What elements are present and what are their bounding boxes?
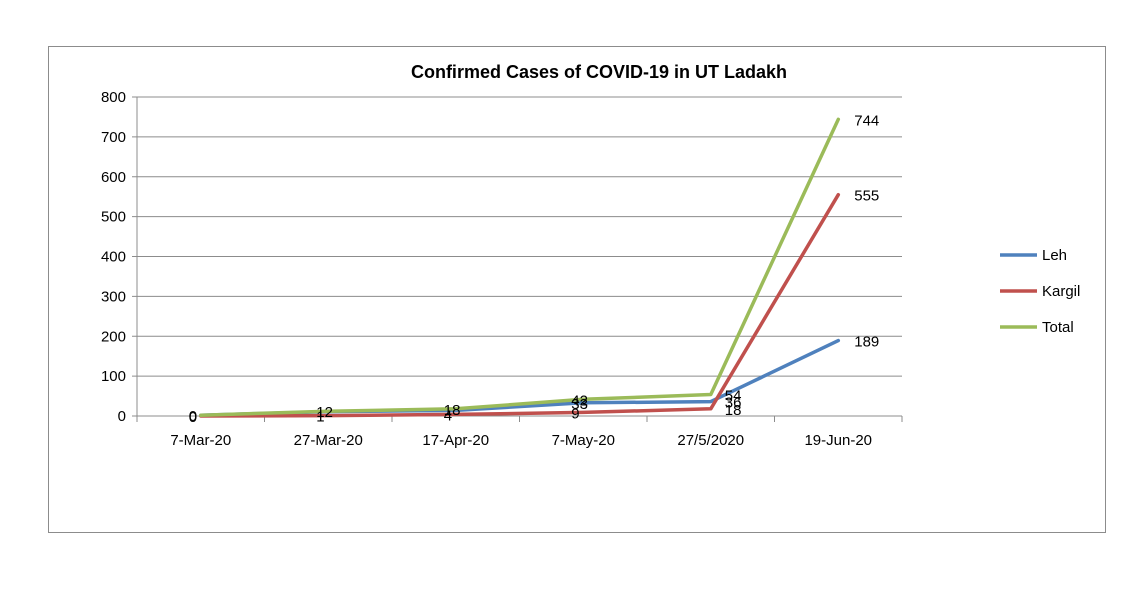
data-label: 33 bbox=[571, 396, 588, 413]
data-label: 12 bbox=[316, 404, 333, 421]
y-tick-label: 200 bbox=[101, 328, 126, 345]
data-label: 0 bbox=[189, 408, 197, 425]
chart-frame: Confirmed Cases of COVID-19 in UT Ladakh… bbox=[48, 46, 1106, 533]
data-label: 189 bbox=[854, 334, 879, 351]
y-tick-label: 100 bbox=[101, 368, 126, 385]
data-label: 42 bbox=[571, 392, 588, 409]
legend-label-total: Total bbox=[1042, 319, 1074, 336]
x-tick-label: 27/5/2020 bbox=[677, 432, 744, 449]
y-tick-label: 800 bbox=[101, 89, 126, 106]
data-label: 54 bbox=[725, 387, 742, 404]
line-chart: Confirmed Cases of COVID-19 in UT Ladakh… bbox=[101, 62, 1080, 449]
y-tick-label: 500 bbox=[101, 209, 126, 226]
x-tick-label: 7-May-20 bbox=[552, 432, 615, 449]
data-label: 18 bbox=[725, 402, 742, 419]
y-tick-label: 300 bbox=[101, 288, 126, 305]
data-label: 744 bbox=[854, 112, 879, 129]
series-line-kargil bbox=[199, 192, 841, 418]
data-label: 1 bbox=[316, 409, 324, 426]
legend-label-leh: Leh bbox=[1042, 247, 1067, 264]
x-tick-label: 7-Mar-20 bbox=[170, 432, 231, 449]
y-tick-label: 600 bbox=[101, 169, 126, 186]
series-line-total bbox=[199, 117, 841, 417]
data-label: 0 bbox=[189, 409, 197, 426]
x-tick-label: 17-Apr-20 bbox=[422, 432, 489, 449]
data-label: 9 bbox=[571, 405, 579, 422]
x-tick-label: 19-Jun-20 bbox=[804, 432, 872, 449]
y-tick-label: 0 bbox=[118, 408, 126, 425]
data-label: 36 bbox=[725, 395, 742, 412]
legend-label-kargil: Kargil bbox=[1042, 283, 1080, 300]
data-label: 4 bbox=[444, 407, 452, 424]
y-tick-label: 400 bbox=[101, 249, 126, 266]
chart-title: Confirmed Cases of COVID-19 in UT Ladakh bbox=[411, 62, 787, 82]
data-label: 555 bbox=[854, 188, 879, 205]
x-tick-label: 27-Mar-20 bbox=[294, 432, 363, 449]
y-tick-label: 700 bbox=[101, 129, 126, 146]
data-label: 18 bbox=[444, 402, 461, 419]
